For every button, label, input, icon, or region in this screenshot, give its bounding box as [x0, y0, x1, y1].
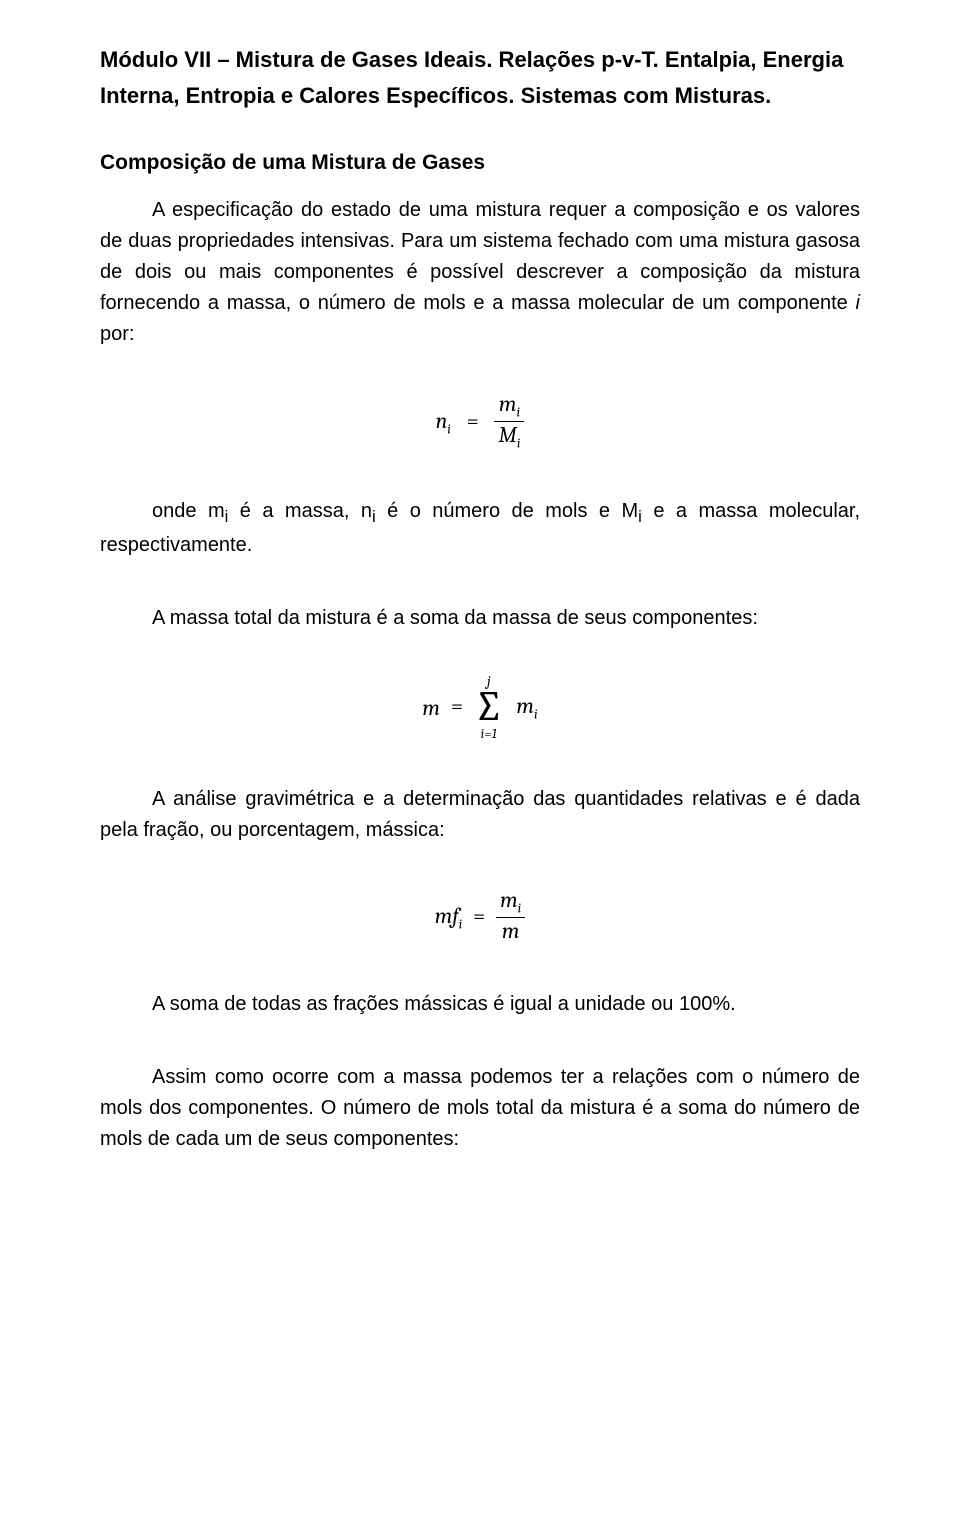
- paragraph-6: Assim como ocorre com a massa podemos te…: [100, 1062, 860, 1155]
- paragraph-2: onde mi é a massa, ni é o número de mols…: [100, 496, 860, 561]
- eq3-num-base: m: [500, 887, 518, 913]
- p2-a: onde m: [152, 500, 225, 522]
- eq3-lhs-base: mf: [435, 903, 459, 929]
- sigma-icon: ∑: [474, 688, 504, 728]
- p1-text-a: A especificação do estado de uma mistura…: [100, 199, 860, 314]
- eq2-term-base: m: [516, 693, 534, 719]
- equation-1: ni = mi Mi: [100, 392, 860, 455]
- p3-text: A massa total da mistura é a soma da mas…: [152, 607, 758, 629]
- document-page: Módulo VII – Mistura de Gases Ideais. Re…: [0, 0, 960, 1531]
- eq3-num-sub: i: [518, 901, 522, 916]
- eq3-lhs-sub: i: [459, 917, 463, 932]
- section-heading: Composição de uma Mistura de Gases: [100, 151, 860, 175]
- p5-text: A soma de todas as frações mássicas é ig…: [152, 993, 736, 1015]
- p2-b: é a massa, n: [228, 500, 372, 522]
- p2-c: é o número de mols e M: [376, 500, 639, 522]
- page-title: Módulo VII – Mistura de Gases Ideais. Re…: [100, 42, 860, 115]
- eq1-num-base: m: [499, 391, 517, 417]
- equation-2: m = j ∑ i=1 mi: [100, 674, 860, 742]
- eq1-lhs-base: n: [436, 408, 448, 434]
- p1-text-b: por:: [100, 323, 134, 345]
- paragraph-3: A massa total da mistura é a soma da mas…: [100, 603, 860, 634]
- eq1-den-sub: i: [517, 436, 521, 451]
- p1-italic-i: i: [856, 292, 860, 314]
- eq1-lhs-sub: i: [447, 423, 451, 438]
- paragraph-5: A soma de todas as frações mássicas é ig…: [100, 989, 860, 1020]
- p6-text: Assim como ocorre com a massa podemos te…: [100, 1066, 860, 1150]
- equation-3: mfi = mi m: [100, 888, 860, 948]
- paragraph-1: A especificação do estado de uma mistura…: [100, 195, 860, 350]
- eq2-term-sub: i: [534, 707, 538, 722]
- eq1-num-sub: i: [516, 405, 520, 420]
- paragraph-4: A análise gravimétrica e a determinação …: [100, 784, 860, 846]
- p4-text: A análise gravimétrica e a determinação …: [100, 788, 860, 841]
- eq3-den: m: [502, 918, 520, 944]
- eq2-lhs: m: [422, 695, 440, 721]
- eq1-den-base: M: [498, 422, 516, 448]
